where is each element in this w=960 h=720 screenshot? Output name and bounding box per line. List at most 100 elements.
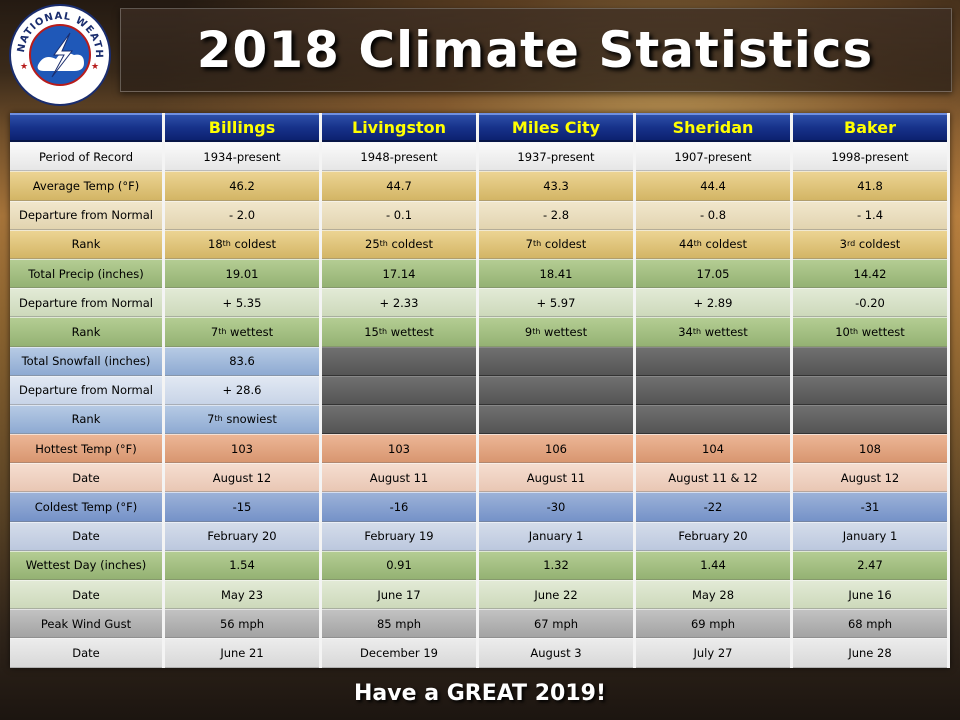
table-cell: -15 — [165, 492, 319, 522]
table-cell: 1.54 — [165, 550, 319, 580]
rank-word: coldest — [855, 237, 901, 252]
table-cell: 0.91 — [322, 550, 476, 580]
rank-number: 18 — [208, 237, 223, 252]
table-cell: January 1 — [479, 521, 633, 551]
no-data-cell — [793, 404, 947, 435]
table-cell: June 22 — [479, 580, 633, 610]
table-cell: -22 — [636, 492, 790, 522]
column-header-baker: Baker — [793, 113, 947, 143]
rank-word: coldest — [701, 237, 747, 252]
table-cell: 56 mph — [165, 609, 319, 639]
row-label-period-of-record: Period of Record — [10, 142, 162, 172]
rank-word: wettest — [858, 324, 905, 339]
no-data-cell — [636, 346, 790, 376]
svg-text:★: ★ — [91, 62, 99, 72]
no-data-cell — [793, 375, 947, 405]
table-cell: August 11 & 12 — [636, 463, 790, 493]
table-cell: 1.44 — [636, 550, 790, 580]
table-cell: 17.14 — [322, 258, 476, 289]
table-cell: August 11 — [479, 463, 633, 493]
column-header-miles-city: Miles City — [479, 113, 633, 143]
table-cell: 83.6 — [165, 346, 319, 376]
no-data-cell — [322, 346, 476, 376]
table-cell: - 1.4 — [793, 200, 947, 230]
table-cell: 44.7 — [322, 171, 476, 201]
table-cell: February 20 — [165, 521, 319, 551]
table-cell: -0.20 — [793, 288, 947, 318]
rank-word: wettest — [540, 324, 588, 339]
table-cell: 19.01 — [165, 258, 319, 289]
table-cell: 41.8 — [793, 171, 947, 201]
table-cell: 18.41 — [479, 258, 633, 289]
no-data-cell — [636, 404, 790, 435]
rank-word: coldest — [387, 237, 433, 252]
table-cell: 44.4 — [636, 171, 790, 201]
table-cell: 108 — [793, 434, 947, 464]
table-cell: May 28 — [636, 580, 790, 610]
table-cell: - 0.1 — [322, 200, 476, 230]
row-label-date: Date — [10, 463, 162, 493]
table-cell: -30 — [479, 492, 633, 522]
row-label-departure-from-normal: Departure from Normal — [10, 375, 162, 405]
rank-number: 25 — [365, 237, 380, 252]
nws-logo-icon: NATIONAL WEATHER SERVICE ★ ★ — [4, 0, 112, 107]
row-label-total-precip-inches: Total Precip (inches) — [10, 258, 162, 289]
row-label-peak-wind-gust: Peak Wind Gust — [10, 609, 162, 639]
table-cell: 103 — [165, 434, 319, 464]
table-cell: -16 — [322, 492, 476, 522]
table-cell: July 27 — [636, 638, 790, 668]
table-cell: 14.42 — [793, 258, 947, 289]
row-label-rank: Rank — [10, 317, 162, 347]
table-cell: June 16 — [793, 580, 947, 610]
table-cell: - 2.0 — [165, 200, 319, 230]
table-cell: 68 mph — [793, 609, 947, 639]
table-cell: 1.32 — [479, 550, 633, 580]
row-label-departure-from-normal: Departure from Normal — [10, 200, 162, 230]
row-label-date: Date — [10, 521, 162, 551]
row-label-hottest-temp-f: Hottest Temp (°F) — [10, 434, 162, 464]
no-data-cell — [793, 346, 947, 376]
table-cell: 1907-present — [636, 142, 790, 172]
row-label-departure-from-normal: Departure from Normal — [10, 288, 162, 318]
table-cell: August 12 — [165, 463, 319, 493]
rank-word: coldest — [541, 237, 587, 252]
rank-word: wettest — [701, 324, 748, 339]
table-cell: 69 mph — [636, 609, 790, 639]
row-label-coldest-temp-f: Coldest Temp (°F) — [10, 492, 162, 522]
row-label-rank: Rank — [10, 229, 162, 259]
table-cell: 106 — [479, 434, 633, 464]
table-cell: + 2.33 — [322, 288, 476, 318]
row-label-total-snowfall-inches: Total Snowfall (inches) — [10, 346, 162, 376]
table-cell: 17.05 — [636, 258, 790, 289]
rank-word: wettest — [226, 324, 274, 339]
rank-word: snowiest — [222, 412, 277, 427]
table-header-corner — [10, 113, 162, 143]
no-data-cell — [322, 375, 476, 405]
table-cell: June 28 — [793, 638, 947, 668]
rank-number: 10 — [835, 324, 850, 339]
table-cell: June 17 — [322, 580, 476, 610]
page-title: 2018 Climate Statistics — [196, 21, 874, 79]
table-cell: 104 — [636, 434, 790, 464]
footer-message: Have a GREAT 2019! — [354, 681, 606, 706]
title-bar — [120, 8, 952, 92]
table-cell: + 5.35 — [165, 288, 319, 318]
rank-number: 15 — [364, 324, 379, 339]
climate-table: Billings Livingston Miles City Sheridan Bake… — [10, 113, 950, 668]
table-cell: 1934-present — [165, 142, 319, 172]
no-data-cell — [322, 404, 476, 435]
table-cell: + 2.89 — [636, 288, 790, 318]
row-label-wettest-day-inches: Wettest Day (inches) — [10, 550, 162, 580]
rank-word: coldest — [230, 237, 276, 252]
table-cell: August 11 — [322, 463, 476, 493]
row-label-date: Date — [10, 638, 162, 668]
table-cell: - 0.8 — [636, 200, 790, 230]
